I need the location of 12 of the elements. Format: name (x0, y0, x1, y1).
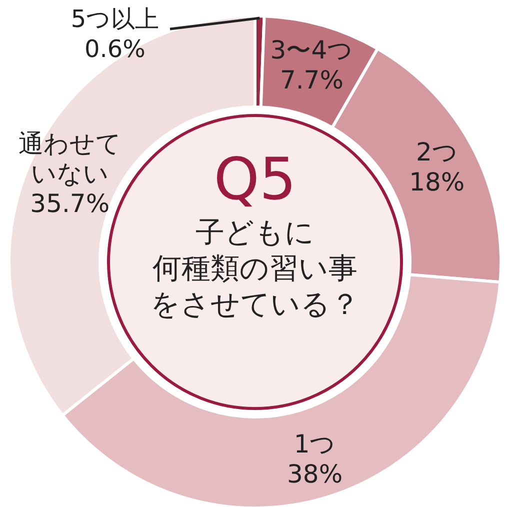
data-label: 35.7% (30, 188, 110, 218)
slice-label: 通わせていない (18, 128, 122, 188)
text: Q5 (214, 145, 296, 213)
data-label: 38% (287, 460, 343, 489)
slice-label: 5つ以上 (70, 5, 160, 33)
text: 子どもに何種類の習い事をさせている？ (150, 215, 360, 322)
data-label: 18% (409, 167, 465, 196)
data-label: 7.7% (280, 65, 344, 94)
slice-label: 1つ (294, 430, 336, 459)
data-label: 0.6% (84, 35, 146, 63)
slice-label: 3〜4つ (270, 35, 354, 64)
slice-label: 2つ (416, 137, 458, 166)
